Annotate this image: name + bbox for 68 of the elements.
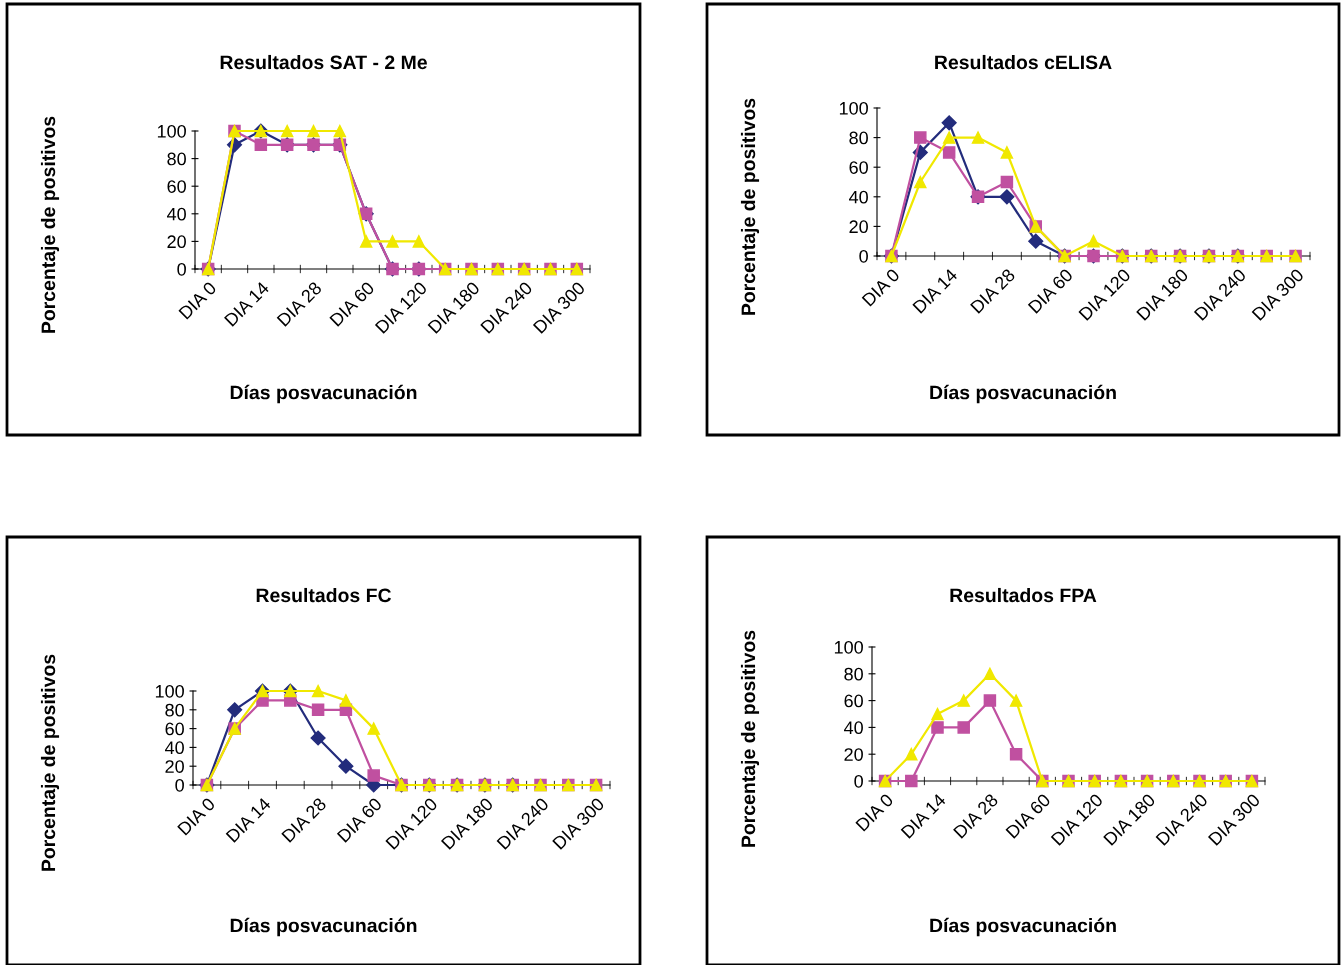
x-tick-label: DIA 180 — [1103, 792, 1156, 846]
chart-title: Resultados SAT - 2 Me — [220, 54, 427, 70]
y-tick-label: 40 — [844, 721, 863, 735]
x-tick-label: DIA 120 — [385, 796, 439, 850]
x-tick-label: DIA 300 — [552, 796, 605, 850]
x-tick-label: DIA 300 — [1251, 267, 1305, 321]
y-tick-label: 20 — [844, 748, 863, 761]
x-tick-label: DIA 14 — [225, 796, 272, 843]
x-tick-label: DIA 0 — [177, 796, 216, 836]
x-tick-label: DIA 60 — [1005, 792, 1052, 839]
y-tick-label: 80 — [167, 152, 186, 166]
y-tick-label: 100 — [157, 124, 186, 138]
x-tick-label: DIA 28 — [969, 268, 1016, 314]
x-tick-label: DIA 14 — [912, 267, 959, 314]
y-tick-label: 60 — [165, 722, 184, 736]
y-tick-label: 0 — [177, 262, 186, 276]
x-axis-title: Días posvacunación — [930, 917, 1116, 937]
y-tick-label: 80 — [165, 703, 184, 717]
y-tick-label: 0 — [175, 778, 184, 792]
x-tick-label: DIA 60 — [336, 796, 383, 843]
x-tick-label: DIA 300 — [1207, 792, 1261, 846]
y-axis-title: Porcentaje de positivos — [40, 116, 60, 333]
y-axis-title: Porcentaje de positivos — [40, 654, 60, 871]
y-tick-label: 20 — [849, 220, 868, 234]
x-tick-label: DIA 60 — [1027, 267, 1074, 314]
x-tick-label: DIA 240 — [1193, 267, 1247, 321]
y-axis-title: Porcentaje de positivos — [740, 630, 760, 847]
y-tick-label: 0 — [859, 249, 868, 263]
x-axis-title: Días posvacunación — [230, 384, 417, 404]
y-tick-label: 40 — [167, 207, 186, 221]
y-tick-label: 60 — [849, 161, 868, 174]
x-tick-label: DIA 120 — [1050, 792, 1104, 846]
x-axis-title: Días posvacunación — [230, 917, 417, 937]
y-tick-label: 20 — [165, 760, 184, 773]
x-tick-label: DIA 28 — [281, 797, 327, 843]
y-tick-label: 40 — [165, 741, 184, 755]
x-tick-label: DIA 120 — [1078, 267, 1132, 321]
x-tick-label: DIA 28 — [276, 281, 323, 327]
x-tick-label: DIA 0 — [855, 792, 894, 832]
x-tick-label: DIA 14 — [224, 280, 270, 327]
y-tick-label: 100 — [834, 640, 863, 654]
x-tick-label: DIA 14 — [900, 792, 947, 839]
x-axis-title: Días posvacunación — [930, 384, 1116, 404]
x-tick-label: DIA 240 — [480, 280, 534, 334]
x-tick-label: DIA 0 — [178, 280, 218, 320]
x-tick-label: DIA 60 — [329, 280, 376, 327]
x-tick-label: DIA 180 — [1136, 267, 1189, 321]
x-tick-label: DIA 180 — [427, 280, 481, 334]
y-tick-label: 60 — [844, 694, 863, 708]
y-tick-label: 80 — [849, 131, 868, 145]
y-tick-label: 80 — [844, 667, 863, 681]
x-tick-label: DIA 180 — [440, 796, 494, 850]
x-tick-label: DIA 300 — [532, 280, 586, 334]
x-tick-label: DIA 240 — [1155, 792, 1209, 846]
y-tick-label: 100 — [839, 101, 868, 115]
chart-title: Resultados FC — [256, 587, 392, 603]
y-axis-title: Porcentaje de positivos — [740, 98, 760, 315]
y-tick-label: 20 — [167, 235, 186, 249]
x-tick-label: DIA 120 — [374, 280, 428, 334]
chart-title: Resultados FPA — [950, 587, 1097, 603]
y-tick-label: 40 — [849, 190, 868, 204]
x-tick-label: DIA 240 — [496, 796, 550, 850]
y-tick-label: 100 — [155, 684, 184, 698]
y-tick-label: 60 — [167, 180, 186, 193]
y-tick-label: 0 — [854, 774, 863, 788]
x-tick-label: DIA 28 — [952, 793, 999, 839]
chart-title: Resultados cELISA — [935, 54, 1112, 70]
x-tick-label: DIA 0 — [861, 267, 901, 307]
